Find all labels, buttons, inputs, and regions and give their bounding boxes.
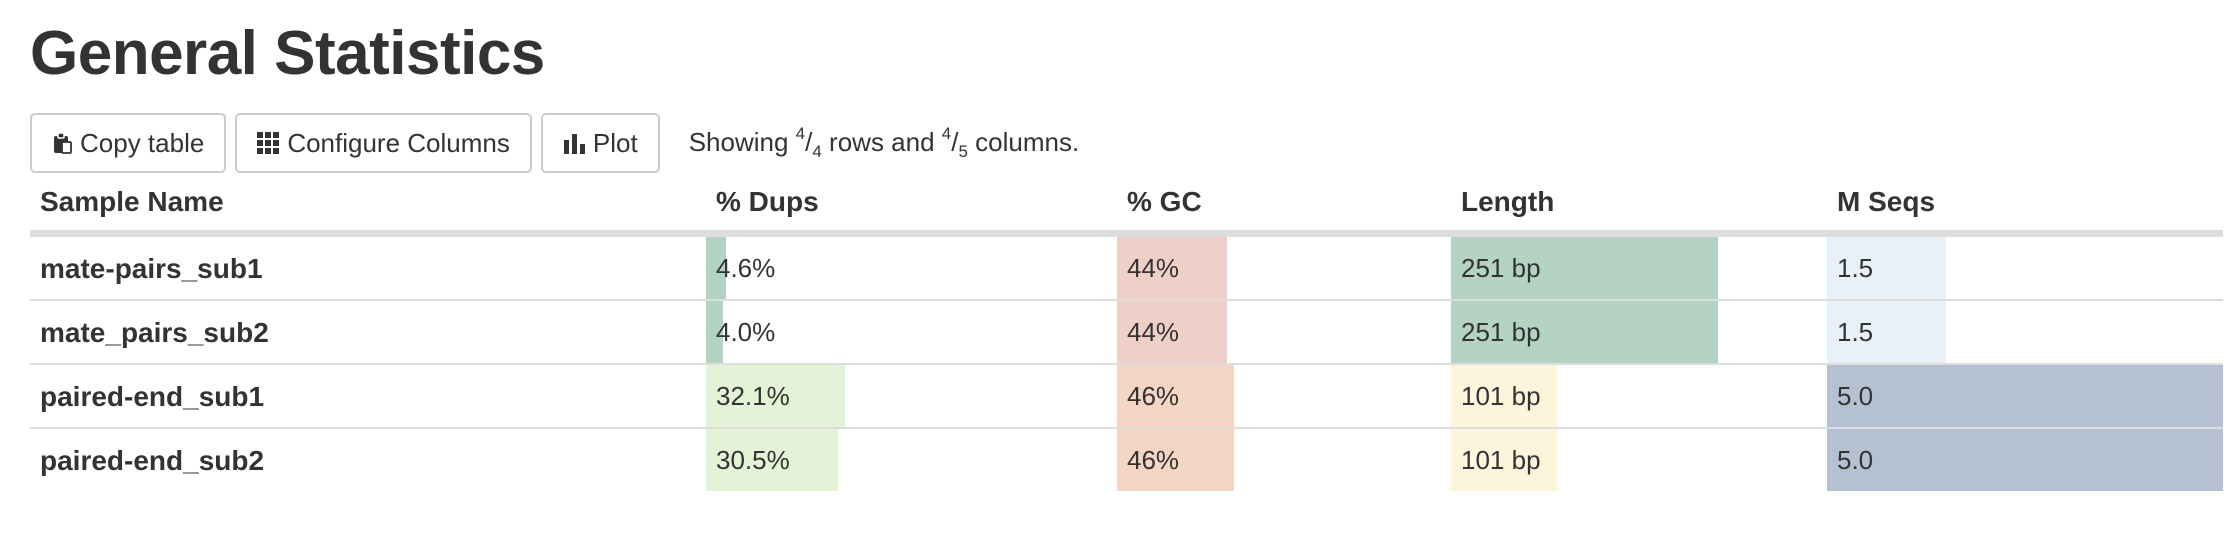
dups-cell: 30.5% xyxy=(706,429,1117,491)
length-cell: 101 bp xyxy=(1451,429,1827,491)
dups-value: 4.0% xyxy=(716,317,776,347)
copy-table-label: Copy table xyxy=(80,127,205,158)
gc-bar xyxy=(1117,301,1227,363)
mseqs-bar xyxy=(1827,237,1946,299)
gc-cell: 46% xyxy=(1117,365,1451,427)
gc-bar xyxy=(1117,429,1234,491)
gc-value: 46% xyxy=(1127,445,1180,475)
dups-bar xyxy=(706,429,838,491)
length-value: 101 bp xyxy=(1461,445,1541,475)
gc-bar xyxy=(1117,365,1234,427)
gc-cell: 46% xyxy=(1117,429,1451,491)
mseqs-bar xyxy=(1827,365,2223,427)
gc-value: 46% xyxy=(1127,381,1180,411)
table-row: mate_pairs_sub2 4.0% 44% 251 bp 1.5 xyxy=(30,299,2223,363)
length-value: 251 bp xyxy=(1461,317,1541,347)
mseqs-bar xyxy=(1827,429,2223,491)
dups-cell: 4.6% xyxy=(706,237,1117,299)
plot-label: Plot xyxy=(592,127,638,158)
configure-columns-label: Configure Columns xyxy=(287,127,510,158)
bar-chart-icon xyxy=(563,132,585,154)
dups-value: 32.1% xyxy=(716,381,790,411)
dups-cell: 4.0% xyxy=(706,301,1117,363)
mseqs-value: 5.0 xyxy=(1837,381,1874,411)
header-gc[interactable]: % GC xyxy=(1127,186,1202,217)
table-row: paired-end_sub2 30.5% 46% 101 bp 5.0 xyxy=(30,427,2223,491)
length-bar xyxy=(1451,365,1557,427)
sample-name: paired-end_sub1 xyxy=(40,381,265,412)
general-stats-table: Sample Name % Dups % GC Length M Seqs ma… xyxy=(30,180,2223,491)
copy-table-button[interactable]: Copy table xyxy=(30,113,227,173)
dups-bar xyxy=(706,301,723,363)
page-title: General Statistics xyxy=(30,19,545,88)
length-cell: 101 bp xyxy=(1451,365,1827,427)
header-mseqs[interactable]: M Seqs xyxy=(1837,186,1936,217)
length-bar xyxy=(1451,237,1718,299)
plot-button[interactable]: Plot xyxy=(540,113,660,173)
length-value: 101 bp xyxy=(1461,381,1541,411)
table-row: paired-end_sub1 32.1% 46% 101 bp 5.0 xyxy=(30,363,2223,427)
sample-name: paired-end_sub2 xyxy=(40,445,265,476)
sample-name: mate-pairs_sub1 xyxy=(40,253,263,284)
dups-cell: 32.1% xyxy=(706,365,1117,427)
mseqs-cell: 5.0 xyxy=(1827,429,2223,491)
mseqs-value: 1.5 xyxy=(1837,253,1874,283)
rows-columns-info: Showing 4/4 rows and 4/5 columns. xyxy=(688,124,1080,161)
configure-columns-button[interactable]: Configure Columns xyxy=(235,113,532,173)
length-cell: 251 bp xyxy=(1451,237,1827,299)
gc-value: 44% xyxy=(1127,317,1180,347)
clipboard-icon xyxy=(52,132,72,154)
length-bar xyxy=(1451,429,1557,491)
length-bar xyxy=(1451,301,1718,363)
header-dups[interactable]: % Dups xyxy=(716,186,819,217)
mseqs-bar xyxy=(1827,301,1946,363)
dups-value: 4.6% xyxy=(716,253,776,283)
mseqs-value: 5.0 xyxy=(1837,445,1874,475)
header-sample-name[interactable]: Sample Name xyxy=(40,186,224,217)
sample-name: mate_pairs_sub2 xyxy=(40,317,269,348)
gc-value: 44% xyxy=(1127,253,1180,283)
table-header: Sample Name % Dups % GC Length M Seqs xyxy=(30,180,2223,237)
gc-cell: 44% xyxy=(1117,301,1451,363)
length-cell: 251 bp xyxy=(1451,301,1827,363)
gc-bar xyxy=(1117,237,1227,299)
dups-bar xyxy=(706,365,845,427)
dups-value: 30.5% xyxy=(716,445,790,475)
length-value: 251 bp xyxy=(1461,253,1541,283)
mseqs-cell: 1.5 xyxy=(1827,237,2223,299)
mseqs-cell: 5.0 xyxy=(1827,365,2223,427)
dups-bar xyxy=(706,237,726,299)
mseqs-cell: 1.5 xyxy=(1827,301,2223,363)
table-toolbar: Copy table Configure Columns Plot Showin… xyxy=(30,112,1079,174)
grid-icon xyxy=(257,132,280,154)
mseqs-value: 1.5 xyxy=(1837,317,1874,347)
table-row: mate-pairs_sub1 4.6% 44% 251 bp 1.5 xyxy=(30,237,2223,299)
header-length[interactable]: Length xyxy=(1461,186,1555,217)
gc-cell: 44% xyxy=(1117,237,1451,299)
